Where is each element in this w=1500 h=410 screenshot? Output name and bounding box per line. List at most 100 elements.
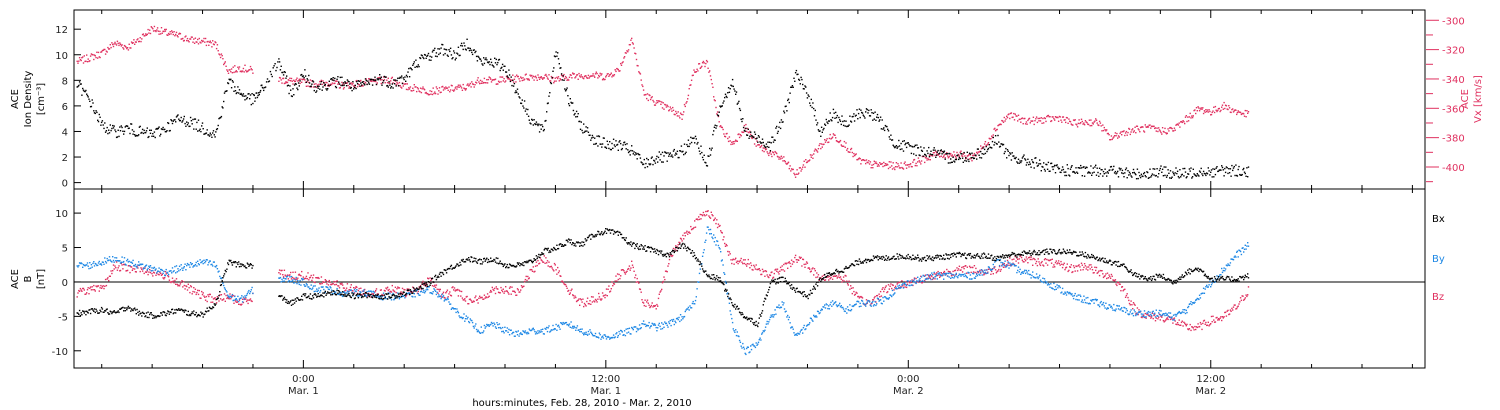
density-point [1180,176,1182,178]
density-point [157,127,159,129]
vx-point [460,85,462,88]
density-point [738,107,741,110]
vx-point [638,72,641,74]
vx-point [598,75,601,78]
bz-point [851,292,853,295]
density-point [286,85,289,87]
vx-point [559,78,561,80]
bz-point [1141,316,1143,319]
density-point [1172,171,1174,173]
density-point [241,94,243,96]
by-point [356,295,359,297]
vx-point [862,159,864,161]
bz-point [958,265,961,267]
density-point [631,145,633,147]
bz-point [199,297,201,299]
vx-point [451,85,453,87]
vx-point [586,77,588,79]
by-point [293,282,296,284]
bz-point [1056,263,1058,265]
by-point [445,299,448,301]
bz-point [549,266,552,268]
bz-point [1023,261,1025,263]
by-point [462,317,464,319]
density-point [1157,176,1159,178]
density-point [1165,166,1167,168]
bz-point [910,281,913,284]
density-point [597,145,599,147]
density-point [764,146,767,149]
bz-point [470,299,472,302]
bz-point [499,292,501,294]
vx-point [994,127,996,130]
density-point [886,125,888,128]
vx-point [104,53,107,55]
density-point [852,115,854,118]
density-point [111,127,113,130]
density-point [750,131,752,133]
bz-point [812,267,814,269]
density-point [808,95,810,98]
vx-point [1172,130,1174,132]
vx-point [872,163,875,166]
vx-point [842,145,844,147]
bz-point [1224,311,1227,313]
vx-point [331,82,334,84]
bz-point [164,276,166,279]
density-point [377,79,379,81]
density-point [160,128,163,130]
density-point [262,87,264,89]
vx-point [548,74,550,76]
density-point [689,143,691,145]
vx-point [1223,101,1225,104]
vx-point [463,87,465,89]
vx-point [655,102,657,104]
density-point [441,43,443,46]
by-point [418,294,420,296]
bz-point [506,290,508,292]
bz-point [1087,266,1090,268]
density-point [368,82,370,84]
density-point [1184,167,1186,170]
bz-point [536,264,538,267]
bz-point [986,272,988,274]
by-point [192,266,194,268]
vx-point [1012,116,1014,118]
vx-point [1027,119,1029,122]
density-point [1017,162,1019,164]
by-point [132,259,134,262]
by-point [227,294,229,296]
density-point [783,110,785,112]
bz-point [339,282,341,285]
bz-point [1216,316,1218,319]
by-point [228,296,230,299]
vx-point [887,167,890,170]
vx-point [1020,117,1023,120]
density-point [500,67,502,69]
vx-point [249,65,252,68]
bz-point [1168,316,1170,318]
by-point [414,296,416,298]
bz-point [1115,283,1117,285]
bz-point [465,296,467,298]
vx-point [1042,117,1044,120]
vx-point [199,41,201,43]
vx-point [107,46,109,49]
by-point [78,262,81,264]
bz-point [89,286,92,288]
density-point [393,83,396,85]
density-point [857,112,860,115]
density-point [442,44,444,46]
density-point [732,85,734,88]
density-point [1202,170,1205,173]
bz-point [823,274,825,276]
density-point [349,83,351,85]
density-point [794,80,796,82]
by-point [247,291,249,293]
vx-point [306,80,308,83]
vx-point [1038,120,1040,122]
vx-point [1054,119,1056,121]
vx-point [633,47,635,49]
vx-point [479,82,481,85]
density-point [700,145,702,147]
